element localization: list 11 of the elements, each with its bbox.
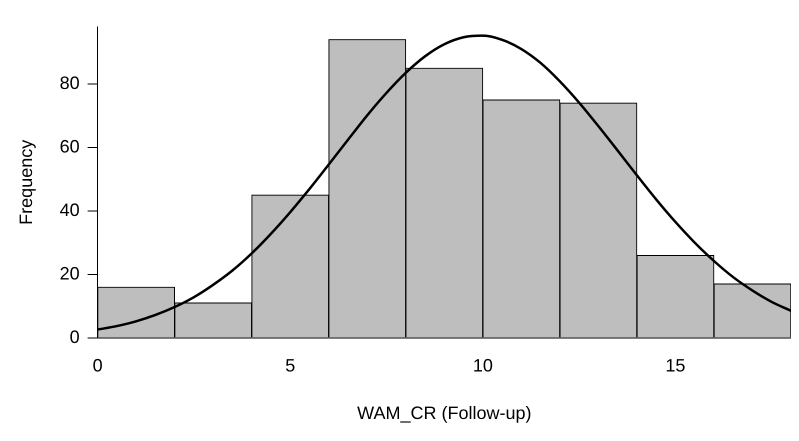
y-tick-label: 40 xyxy=(60,200,80,220)
x-tick-label: 0 xyxy=(92,356,103,376)
x-axis-title: WAM_CR (Follow-up) xyxy=(357,403,532,424)
x-tick-label: 5 xyxy=(285,356,296,376)
y-tick-label: 0 xyxy=(70,326,80,347)
y-axis-title: Frequency xyxy=(16,140,36,225)
x-tick-label: 10 xyxy=(472,356,493,376)
y-tick-label: 80 xyxy=(60,72,80,93)
y-tick-label: 60 xyxy=(60,136,80,156)
y-tick-label: 20 xyxy=(60,263,80,284)
x-tick-label: 15 xyxy=(665,356,686,376)
